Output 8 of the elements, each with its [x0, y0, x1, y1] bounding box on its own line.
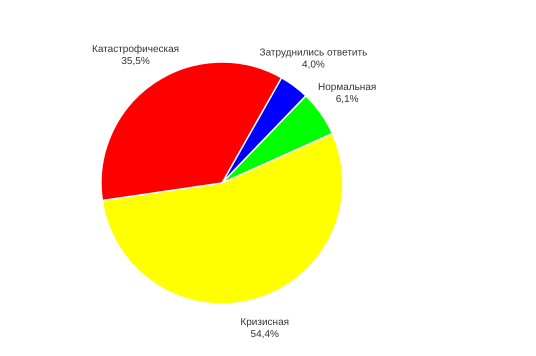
slice-label: Затруднились ответить	[260, 47, 368, 58]
data-label: 35,5%	[121, 56, 150, 67]
slice-label: Нормальная	[318, 82, 376, 93]
data-label: 4,0%	[302, 59, 325, 70]
slice-label: Катастрофическая	[92, 44, 180, 55]
slice-label: Кризисная	[240, 316, 290, 328]
data-label: 54,4%	[250, 328, 280, 340]
data-label: 6,1%	[336, 94, 359, 105]
